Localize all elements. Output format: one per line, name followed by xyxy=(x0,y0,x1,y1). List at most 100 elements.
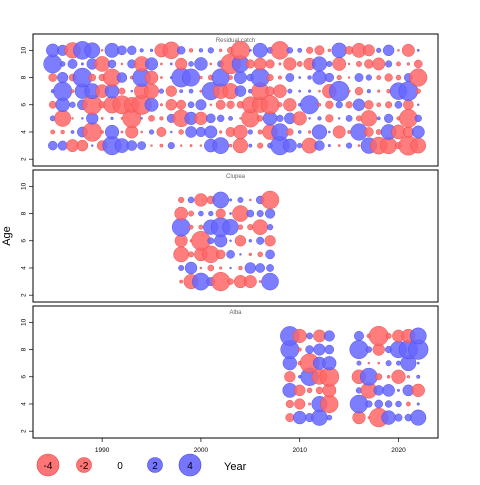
data-bubble xyxy=(252,219,268,235)
data-bubble xyxy=(265,59,275,69)
data-bubble xyxy=(382,44,395,56)
data-bubble xyxy=(277,75,282,80)
data-bubble xyxy=(215,249,226,260)
data-bubble xyxy=(325,100,334,109)
data-bubble xyxy=(395,74,402,81)
data-bubble xyxy=(187,101,195,109)
data-bubble xyxy=(139,48,144,53)
panel-title: Residual catch xyxy=(216,38,255,44)
data-bubble xyxy=(239,117,242,120)
data-bubble xyxy=(354,73,364,82)
data-bubble xyxy=(237,224,244,230)
data-bubble xyxy=(282,138,297,153)
data-bubble xyxy=(174,206,188,221)
data-bubble xyxy=(260,190,280,210)
data-bubble xyxy=(307,89,312,93)
data-bubble xyxy=(118,87,126,95)
data-bubble xyxy=(352,98,366,111)
data-bubble xyxy=(182,68,200,87)
data-bubble xyxy=(48,140,58,151)
data-bubble xyxy=(376,116,381,121)
x-axis: 1990 2000 2010 2020 xyxy=(95,438,406,454)
data-bubble xyxy=(188,210,194,217)
y-tick-label: 10 xyxy=(21,182,28,190)
x-tick-label: 2010 xyxy=(292,447,307,454)
data-bubble xyxy=(228,75,233,80)
data-bubble xyxy=(409,327,427,345)
data-bubble xyxy=(411,125,425,139)
data-bubble xyxy=(373,385,384,396)
legend-label: 2 xyxy=(152,461,158,472)
data-bubble xyxy=(311,409,328,426)
data-bubble xyxy=(307,75,312,80)
data-bubble xyxy=(159,116,164,121)
data-bubble xyxy=(270,41,290,60)
data-bubble xyxy=(377,89,381,93)
y-tick-label: 4 xyxy=(21,402,28,406)
data-bubble xyxy=(367,361,371,365)
data-bubble xyxy=(335,101,343,109)
data-bubble xyxy=(285,73,295,82)
data-bubble xyxy=(322,356,337,371)
data-bubble xyxy=(415,88,421,94)
data-bubble xyxy=(231,40,250,60)
data-bubble xyxy=(385,60,393,68)
data-bubble xyxy=(239,253,242,256)
data-bubble xyxy=(366,89,371,94)
data-bubble xyxy=(325,114,334,123)
data-bubble xyxy=(170,130,173,134)
data-bubble xyxy=(380,137,398,155)
data-bubble xyxy=(69,101,76,108)
data-bubble xyxy=(148,129,155,135)
data-bubble xyxy=(337,144,341,147)
data-bubble xyxy=(144,83,159,99)
data-bubble xyxy=(255,263,265,273)
data-bubble xyxy=(406,62,410,66)
legend-title: Year xyxy=(224,461,247,473)
data-bubble xyxy=(306,332,313,340)
data-bubble xyxy=(104,124,120,140)
data-bubble xyxy=(292,328,307,343)
data-bubble xyxy=(104,42,120,58)
data-bubble xyxy=(327,144,331,148)
data-bubble xyxy=(145,57,159,71)
data-bubble xyxy=(308,117,311,120)
data-bubble xyxy=(48,73,58,82)
data-bubble xyxy=(286,128,294,136)
data-bubble xyxy=(394,100,403,109)
data-bubble xyxy=(243,275,257,288)
data-bubble xyxy=(338,117,341,120)
data-bubble xyxy=(327,48,332,53)
data-bubble xyxy=(264,235,276,247)
data-bubble xyxy=(233,124,248,140)
data-bubble xyxy=(188,48,194,53)
y-tick-label: 2 xyxy=(21,157,28,161)
data-bubble xyxy=(285,399,294,409)
data-bubble xyxy=(217,114,225,123)
data-bubble xyxy=(385,332,392,339)
data-bubble xyxy=(252,42,268,58)
data-bubble xyxy=(173,246,190,263)
data-bubble xyxy=(219,130,223,134)
data-bubble xyxy=(150,144,153,147)
data-bubble xyxy=(364,100,374,110)
data-bubble xyxy=(194,193,208,207)
data-bubble xyxy=(204,125,218,139)
data-bubble xyxy=(294,398,306,410)
legend-bubble xyxy=(147,457,163,473)
data-bubble xyxy=(376,47,382,53)
legend-label: 0 xyxy=(117,461,123,472)
y-tick-label: 6 xyxy=(21,375,28,379)
data-bubble xyxy=(365,74,372,81)
data-bubble xyxy=(394,413,403,422)
y-tick-label: 8 xyxy=(21,347,28,351)
data-bubble xyxy=(328,130,331,134)
data-bubble xyxy=(329,80,350,102)
data-bubble xyxy=(375,129,382,135)
x-tick-label: 2020 xyxy=(391,447,406,454)
data-bubble xyxy=(260,95,280,115)
data-bubble xyxy=(159,143,164,148)
data-bubble xyxy=(249,198,252,202)
data-bubble xyxy=(127,45,137,55)
